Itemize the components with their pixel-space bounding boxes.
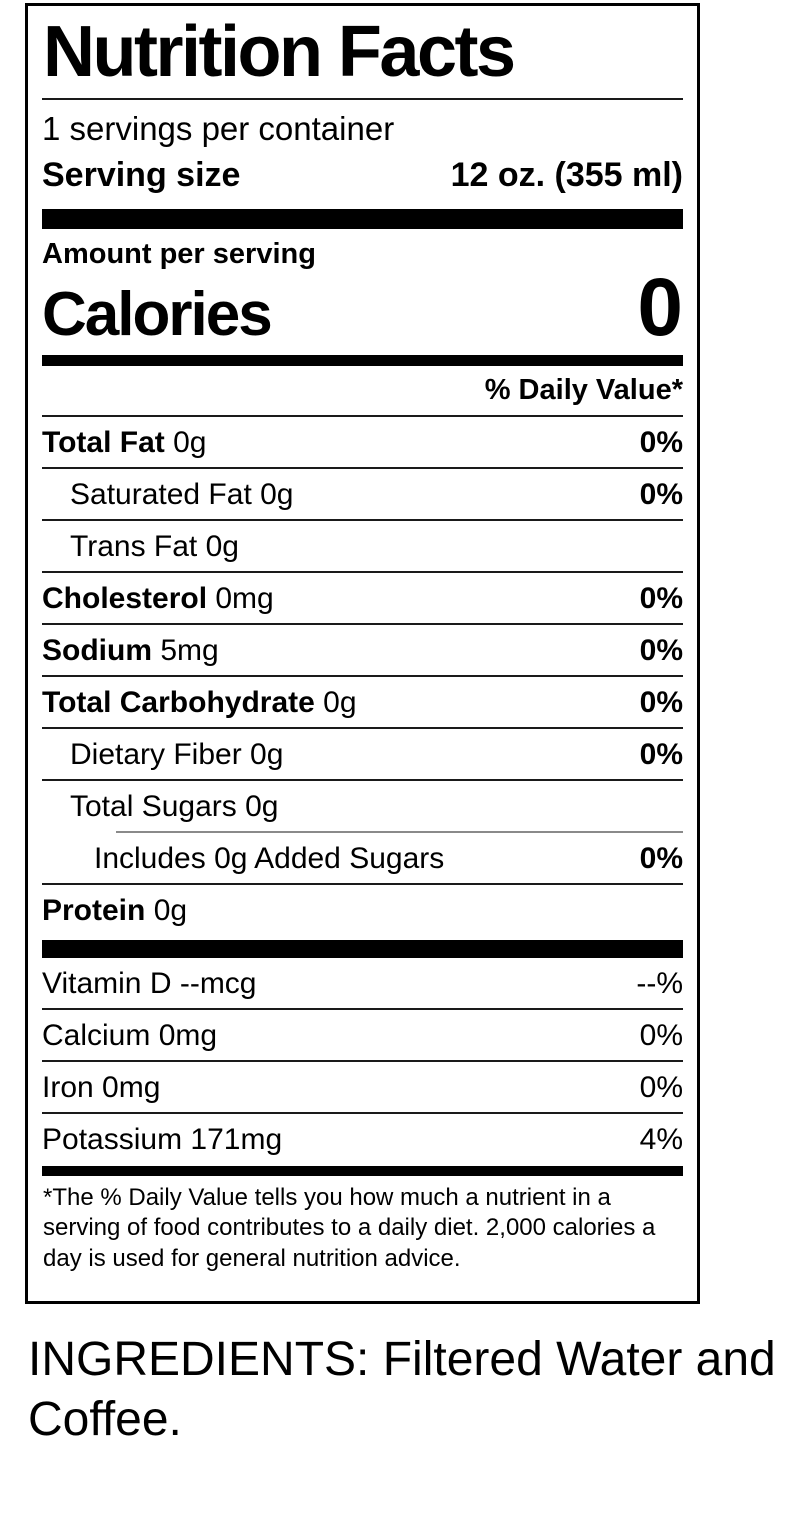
nutrient-rows: Total Fat 0g 0% Saturated Fat 0g 0% Trans Fa…	[42, 417, 683, 935]
nutrient-amount: 0g	[145, 893, 188, 927]
nutrient-amount: 0g	[241, 737, 284, 771]
nutrient-row: Trans Fat 0g	[42, 521, 683, 571]
nutrient-daily-value: 0%	[639, 477, 683, 511]
nutrient-row: Dietary Fiber 0g 0%	[42, 729, 683, 779]
row-divider	[42, 570, 683, 573]
thick-bar-serving	[42, 209, 683, 230]
row-divider	[42, 1007, 683, 1010]
serving-size-row: Serving size 12 oz. (355 ml)	[42, 154, 683, 198]
serving-size-value: 12 oz. (355 ml)	[450, 155, 683, 194]
nutrient-name: Sodium	[42, 633, 152, 667]
nutrient-daily-value: 0%	[639, 425, 683, 459]
nutrient-name: Includes 0g Added Sugars	[94, 841, 445, 875]
nutrient-daily-value: 0%	[639, 581, 683, 615]
nutrient-amount: 0g	[251, 477, 294, 511]
row-divider	[42, 778, 683, 781]
nutrient-name: Total Carbohydrate	[42, 685, 315, 719]
row-divider	[42, 1111, 683, 1114]
label-title: Nutrition Facts	[43, 12, 516, 92]
vitamin-row: Vitamin D --mcg --%	[42, 958, 683, 1008]
nutrient-name: Trans Fat	[70, 529, 198, 563]
nutrient-name: Protein	[42, 893, 146, 927]
row-divider	[42, 622, 683, 625]
row-divider	[116, 830, 683, 833]
vitamin-row: Calcium 0mg 0%	[42, 1010, 683, 1060]
nutrient-amount: 0g	[236, 789, 279, 823]
vitamin-row: Potassium 171mg 4%	[42, 1114, 683, 1164]
serving-size-label: Serving size	[42, 155, 241, 194]
row-divider	[42, 674, 683, 677]
medium-bar-vitamins	[42, 1165, 683, 1176]
vitamin-rows: Vitamin D --mcg --% Calcium 0mg 0% Iron 0mg 0…	[42, 958, 683, 1164]
nutrient-name: Cholesterol	[42, 581, 208, 615]
nutrient-row: Protein 0g	[42, 885, 683, 935]
calories-row: Calories 0	[42, 262, 683, 354]
row-divider	[42, 1059, 683, 1062]
nutrient-name: Total Sugars	[70, 789, 237, 823]
nutrient-row: Total Carbohydrate 0g 0%	[42, 677, 683, 727]
row-divider	[42, 882, 683, 885]
nutrient-name: Potassium	[42, 1122, 183, 1156]
nutrient-row: Cholesterol 0mg 0%	[42, 573, 683, 623]
nutrient-amount: 0g	[164, 425, 207, 459]
nutrient-daily-value: 0%	[639, 633, 683, 667]
nutrient-row: Total Sugars 0g	[42, 781, 683, 831]
calories-label: Calories	[42, 279, 273, 349]
nutrient-name: Calcium	[42, 1018, 151, 1052]
nutrient-name: Dietary Fiber	[70, 737, 242, 771]
servings-per-container: 1 servings per container	[42, 110, 395, 148]
nutrient-daily-value: 0%	[639, 1018, 683, 1052]
nutrient-daily-value: 0%	[639, 841, 683, 875]
nutrient-daily-value: 0%	[639, 685, 683, 719]
nutrition-facts-label: Nutrition Facts 1 servings per container…	[25, 3, 700, 1304]
ingredients-text: INGREDIENTS: Filtered Water and Coffee.	[28, 1333, 776, 1447]
calories-value: 0	[637, 262, 683, 354]
nutrient-row: Sodium 5mg 0%	[42, 625, 683, 675]
nutrient-daily-value: --%	[636, 966, 683, 1000]
nutrient-name: Iron	[42, 1070, 94, 1104]
amount-per-serving-label: Amount per serving	[42, 238, 316, 271]
nutrient-daily-value: 4%	[639, 1122, 683, 1156]
nutrient-amount: 0g	[197, 529, 239, 563]
nutrient-name: Saturated Fat	[70, 477, 252, 511]
nutrient-amount: 0g	[314, 685, 357, 719]
row-divider	[42, 726, 683, 729]
thick-bar-protein	[42, 939, 683, 958]
nutrient-amount: 171mg	[182, 1122, 283, 1156]
nutrient-amount: 0mg	[150, 1018, 218, 1052]
nutrient-row: Saturated Fat 0g 0%	[42, 469, 683, 519]
row-divider	[42, 466, 683, 469]
nutrient-amount: 0mg	[207, 581, 274, 615]
nutrient-amount: --mcg	[171, 966, 257, 1000]
daily-value-footnote: *The % Daily Value tells you how much a …	[43, 1183, 656, 1273]
nutrient-daily-value: 0%	[639, 1070, 683, 1104]
row-divider	[42, 518, 683, 521]
title-divider	[42, 98, 683, 101]
vitamin-row: Iron 0mg 0%	[42, 1062, 683, 1112]
nutrient-name: Total Fat	[42, 425, 165, 459]
nutrient-row: Total Fat 0g 0%	[42, 417, 683, 467]
daily-value-header: % Daily Value*	[42, 366, 683, 417]
nutrient-name: Vitamin D	[42, 966, 172, 1000]
nutrient-amount: 5mg	[152, 633, 219, 667]
nutrient-row: Includes 0g Added Sugars 0%	[42, 833, 683, 883]
medium-bar-calories	[42, 354, 683, 366]
nutrient-daily-value: 0%	[639, 737, 683, 771]
nutrient-amount: 0mg	[93, 1070, 161, 1104]
